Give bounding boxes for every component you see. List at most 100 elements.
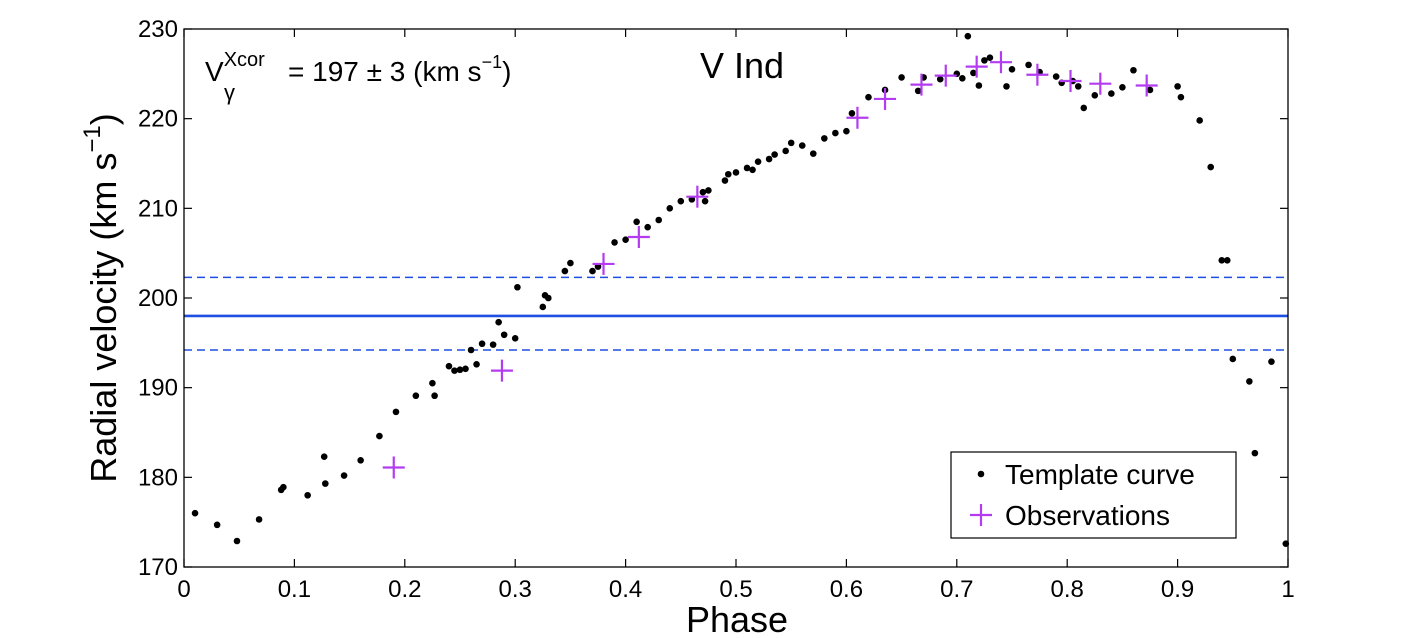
legend-label-template: Template curve [1005,459,1195,490]
template-point [545,294,552,302]
template-point [611,239,618,246]
template-point [1091,92,1099,99]
template-point [633,218,640,226]
observation-point [490,359,513,382]
x-tick-label: 0.4 [609,576,642,603]
template-point [754,158,762,166]
y-tick-label: 210 [138,195,178,222]
template-point [1246,378,1253,385]
legend-box [950,451,1237,539]
template-point [489,341,497,348]
x-tick-label: 0.7 [940,576,973,603]
x-tick-label: 0.8 [1051,576,1084,603]
template-point [1177,93,1185,101]
template-point [500,331,508,339]
y-tick-label: 180 [138,464,178,491]
y-axis-label-text: Radial velocity (km s [83,153,124,483]
observation-point [1026,63,1049,86]
template-point [782,147,789,155]
template-point [975,82,983,89]
template-point [644,223,651,231]
annotation-sup: Xcor [224,49,265,71]
template-point [567,259,574,267]
template-point [821,135,828,142]
x-tick-label: 0.3 [499,576,532,603]
template-point [1196,117,1203,124]
x-tick-label: 1 [1281,576,1294,603]
template-point [981,57,988,64]
observation-point [1135,74,1158,97]
template-point [732,169,740,176]
template-point [392,408,400,416]
template-point [865,93,872,101]
annotation-v: V [205,56,224,87]
template-point [970,69,977,77]
template-point [914,87,922,95]
template-point [1025,61,1032,69]
template-point [514,283,521,291]
y-tick-label: 200 [138,285,178,312]
template-point [1119,83,1126,91]
template-point [456,366,464,374]
template-point [431,392,438,400]
template-point [1008,66,1016,73]
template-point [357,456,364,464]
observation-point [382,456,405,479]
observation-point [846,106,869,129]
template-point [376,432,383,440]
observation-point [910,73,933,96]
legend-marker-observations [970,504,992,526]
template-point [705,187,712,194]
y-tick-label: 220 [138,106,178,133]
template-point [743,164,751,172]
legend-marker-template [977,470,985,478]
legend: Template curve Observations [950,451,1237,539]
template-point [1146,86,1154,94]
y-axis-label-close: ) [83,113,124,125]
template-point [462,365,469,373]
template-point [1251,449,1259,457]
template-point [843,127,850,135]
systemic-velocity-annotation: VXcor [205,49,265,87]
template-point [445,362,453,370]
chart-title: V Ind [700,45,784,86]
annotation-rest: = 197 ± 3 (km s−1) [288,52,511,87]
template-point [495,318,502,326]
observation-point [627,226,650,249]
template-point [280,483,287,491]
x-tick-label: 0.6 [830,576,863,603]
annotation-rest-sup: −1 [482,52,503,72]
template-point [511,335,519,342]
observation-point [965,55,988,78]
template-point [765,155,773,163]
template-point [589,267,596,275]
template-point [622,236,629,244]
template-point [340,472,348,479]
template-point [959,75,966,82]
x-tick-label: 0.9 [1161,576,1194,603]
annotation-rest-close: ) [502,56,511,87]
template-point [986,54,994,61]
template-point [561,267,569,275]
template-point [473,361,480,368]
template-point [809,150,817,157]
y-tick-label: 190 [138,375,178,402]
x-tick-label: 0 [177,576,190,603]
template-point [304,491,311,499]
template-point [701,197,709,205]
template-point [787,139,795,147]
template-point [936,75,944,83]
template-point [749,166,756,174]
y-tick-label: 230 [138,16,178,43]
template-point [429,379,436,387]
template-point [1052,73,1060,80]
observation-point [1089,72,1112,95]
template-point [255,516,263,523]
template-point [1223,257,1231,264]
observation-point [1059,70,1082,93]
legend-label-observations: Observations [1005,500,1170,531]
template-point [771,151,778,158]
template-point [1080,104,1088,112]
x-tick-label: 0.1 [278,576,311,603]
observation-point [934,64,957,87]
